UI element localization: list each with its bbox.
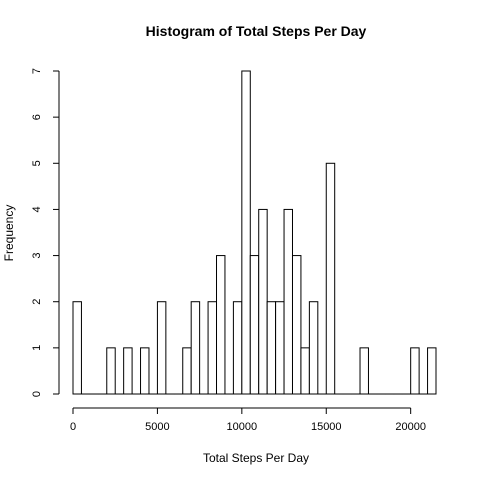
y-tick-label: 4	[31, 206, 43, 212]
histogram-bar-23	[266, 301, 277, 395]
histogram-bar-20	[241, 70, 251, 395]
histogram-bar-26	[291, 255, 302, 395]
x-tick-label: 20000	[395, 421, 426, 433]
histogram-bar-6	[123, 347, 133, 395]
histogram-bar-0	[72, 301, 82, 395]
histogram-bar-16	[207, 301, 218, 395]
histogram-bar-25	[283, 208, 293, 395]
histogram-bar-24	[275, 301, 285, 395]
histogram-bar-22	[258, 208, 268, 395]
x-tick-label: 5000	[145, 421, 169, 433]
histogram-bar-4	[106, 347, 116, 395]
y-tick-label: 0	[31, 391, 43, 397]
x-axis-label: Total Steps Per Day	[203, 451, 309, 465]
histogram-bar-8	[140, 347, 150, 395]
x-tick-label: 0	[70, 421, 76, 433]
bars-group	[72, 70, 437, 395]
y-tick-label: 1	[31, 345, 43, 351]
x-axis: 0 5000 10000 15000 20000	[70, 407, 426, 433]
histogram-bar-10	[156, 301, 167, 395]
histogram-bar-14	[190, 301, 201, 395]
histogram-bar-28	[308, 301, 319, 395]
histogram-bar-34	[359, 347, 369, 395]
y-tick-label: 7	[31, 68, 43, 74]
histogram-bar-30	[325, 162, 336, 395]
histogram-bar-13	[182, 347, 192, 395]
y-tick-label: 2	[31, 299, 43, 305]
histogram-bar-17	[216, 255, 226, 395]
y-tick-label: 5	[31, 160, 43, 166]
y-tick-label: 6	[31, 114, 43, 120]
chart-title: Histogram of Total Steps Per Day	[146, 23, 367, 39]
y-axis-label: Frequency	[2, 205, 16, 262]
histogram-bar-40	[410, 347, 420, 395]
histogram-bar-21	[249, 255, 260, 395]
x-tick-label: 10000	[227, 421, 258, 433]
y-tick-label: 3	[31, 253, 43, 259]
x-tick-label: 15000	[311, 421, 342, 433]
histogram-bar-19	[232, 301, 243, 395]
histogram-bar-27	[300, 347, 310, 395]
histogram-bar-42	[427, 347, 437, 395]
y-axis: 0 1 2 3 4 5 6 7	[31, 68, 60, 397]
